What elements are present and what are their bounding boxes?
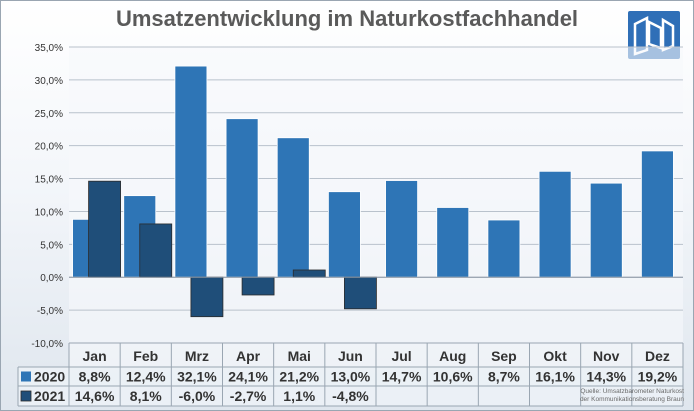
- data-label-2021: 14,6%: [75, 388, 115, 404]
- y-tick-label: -10,0%: [31, 339, 63, 350]
- bar-2021: [139, 223, 173, 278]
- bar-2020: [328, 191, 361, 278]
- data-label-2020: 8,7%: [488, 369, 520, 385]
- bar-2020: [641, 150, 674, 278]
- x-tick-label: Mai: [288, 348, 311, 364]
- data-label-2020: 24,1%: [228, 369, 268, 385]
- y-tick-label: 35,0%: [35, 43, 63, 54]
- x-tick-label: Sep: [491, 348, 517, 364]
- legend-swatch-2021: [20, 390, 32, 402]
- bar-2020: [276, 137, 310, 278]
- data-label-2020: 14,7%: [382, 369, 422, 385]
- data-label-2020: 8,8%: [79, 369, 111, 385]
- legend-label-2020: 2020: [34, 369, 65, 385]
- x-tick-label: Nov: [593, 348, 620, 364]
- bar-2020: [487, 219, 521, 278]
- x-tick-label: Mrz: [185, 348, 209, 364]
- bar-2020: [174, 65, 208, 278]
- data-label-2020: 32,1%: [177, 369, 217, 385]
- x-tick-label: Jul: [391, 348, 411, 364]
- data-label-2020: 16,1%: [535, 369, 575, 385]
- bar-2021: [292, 269, 326, 278]
- x-tick-label: Jan: [83, 348, 107, 364]
- x-tick-label: Dez: [645, 348, 670, 364]
- legend-swatch-2020: [21, 371, 31, 382]
- y-tick-label: 20,0%: [35, 142, 63, 153]
- x-tick-label: Jun: [338, 348, 363, 364]
- data-label-2020: 19,2%: [638, 369, 678, 385]
- bar-2020: [436, 207, 470, 278]
- data-label-2020: 14,3%: [586, 369, 626, 385]
- legend-label-2021: 2021: [34, 388, 65, 404]
- y-tick-label: 5,0%: [40, 240, 63, 251]
- data-label-2021: 1,1%: [283, 388, 315, 404]
- source-line-1: Quelle: Umsatzbarometer Naturkost: [580, 388, 684, 395]
- bar-2021: [241, 276, 275, 296]
- data-label-2020: 12,4%: [126, 369, 166, 385]
- bar-2020: [589, 182, 623, 278]
- y-tick-label: 25,0%: [35, 109, 63, 120]
- source-note: Quelle: Umsatzbarometer Naturkost der Ko…: [580, 388, 684, 404]
- y-tick-label: 30,0%: [35, 76, 63, 87]
- x-tick-label: Apr: [236, 348, 261, 364]
- x-tick-label: Aug: [439, 348, 466, 364]
- data-label-2021: -6,0%: [179, 388, 216, 404]
- bar-2021: [190, 276, 224, 318]
- source-line-2: der Kommunikationsberatung Braun: [579, 396, 684, 403]
- y-tick-label: 0,0%: [40, 273, 63, 284]
- y-tick-label: -5,0%: [37, 306, 63, 317]
- x-tick-label: Feb: [133, 348, 158, 364]
- data-label-2020: 13,0%: [331, 369, 371, 385]
- chart-title: Umsatzentwicklung im Naturkostfachhandel: [115, 6, 579, 31]
- bar-2020: [225, 118, 259, 278]
- data-label-2020: 10,6%: [433, 369, 473, 385]
- bar-2020: [385, 180, 418, 278]
- data-label-2020: 21,2%: [279, 369, 319, 385]
- data-label-2021: -4,8%: [332, 388, 369, 404]
- bar-2021: [88, 180, 121, 278]
- data-label-2021: -2,7%: [230, 388, 267, 404]
- y-tick-label: 15,0%: [35, 175, 63, 186]
- x-tick-label: Okt: [543, 348, 567, 364]
- y-tick-label: 10,0%: [35, 207, 63, 218]
- data-label-2021: 8,1%: [130, 388, 162, 404]
- bar-2020: [538, 170, 572, 278]
- bar-2021: [344, 276, 377, 310]
